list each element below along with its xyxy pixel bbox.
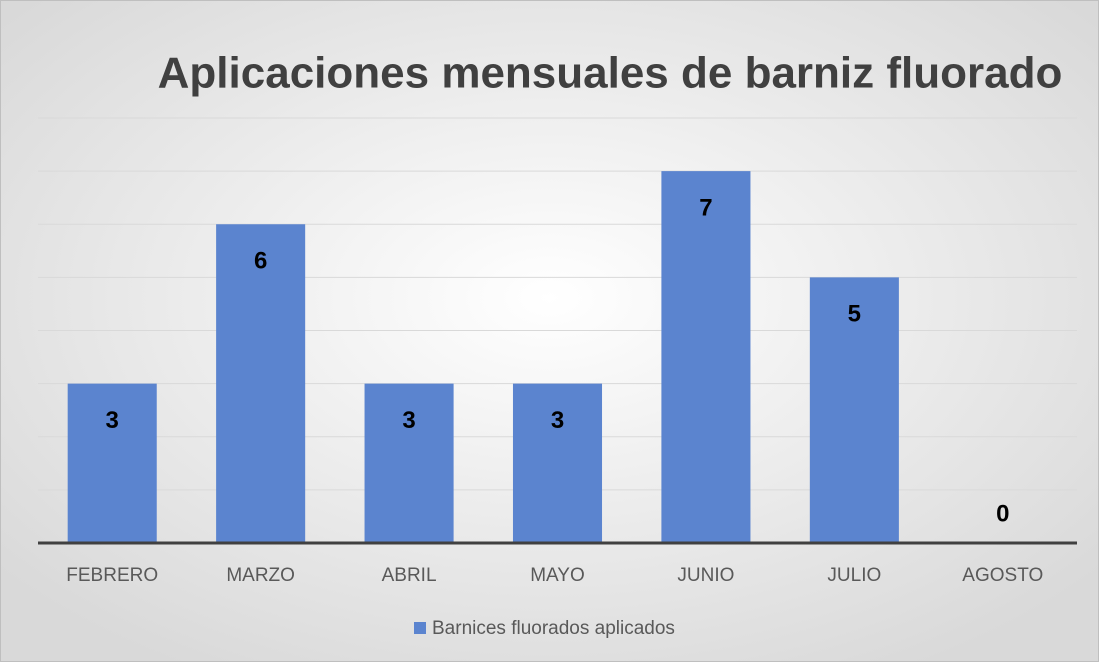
data-label: 6 <box>254 248 267 275</box>
x-tick-label: AGOSTO <box>962 565 1043 586</box>
data-label: 0 <box>996 500 1009 527</box>
data-label: 7 <box>699 194 712 221</box>
data-label: 3 <box>402 407 415 434</box>
bar <box>216 224 306 543</box>
x-tick-label: JULIO <box>827 565 881 586</box>
bar <box>364 383 454 543</box>
bar <box>661 171 751 543</box>
chart-title: Aplicaciones mensuales de barniz fluorad… <box>158 49 1063 98</box>
bar <box>512 383 603 543</box>
data-label: 3 <box>551 407 564 434</box>
legend-label: Barnices fluorados aplicados <box>432 618 675 639</box>
data-label: 3 <box>106 407 119 434</box>
data-label: 5 <box>848 301 861 328</box>
x-tick-label: JUNIO <box>677 565 734 586</box>
x-tick-label: FEBRERO <box>66 565 158 586</box>
bar <box>809 277 899 543</box>
bar <box>67 383 157 543</box>
x-tick-label: ABRIL <box>382 565 437 586</box>
x-tick-label: MARZO <box>226 565 295 586</box>
x-tick-label: MAYO <box>530 565 585 586</box>
legend-swatch <box>414 622 426 634</box>
